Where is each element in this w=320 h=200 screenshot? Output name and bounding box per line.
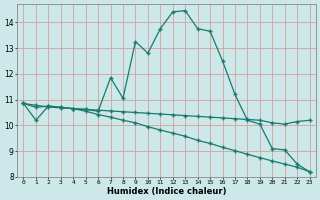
X-axis label: Humidex (Indice chaleur): Humidex (Indice chaleur): [107, 187, 226, 196]
